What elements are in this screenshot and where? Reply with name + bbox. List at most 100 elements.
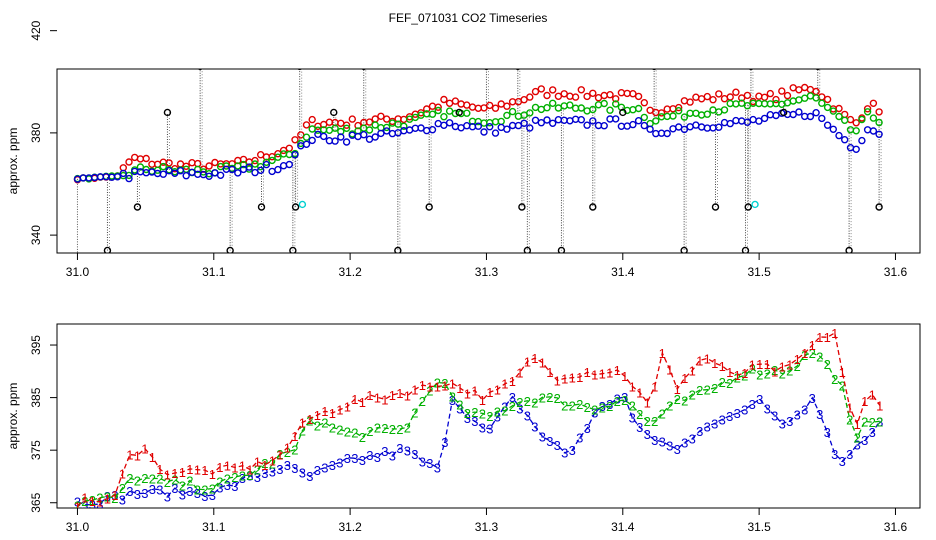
bottom-point-series-3: 3 — [689, 432, 696, 447]
top-point-series-1 — [239, 155, 248, 164]
bottom-point-series-1: 1 — [74, 500, 81, 515]
bottom-point-series-1: 1 — [434, 379, 441, 394]
top-point-series-2 — [680, 113, 689, 121]
bottom-point-series-3: 3 — [186, 484, 193, 499]
top-point-series-3 — [491, 129, 500, 137]
bottom-point-series-1: 1 — [89, 494, 96, 509]
bottom-point-series-3: 3 — [374, 450, 381, 465]
bottom-y-tick-label: 395 — [29, 335, 43, 355]
bottom-point-series-2: 2 — [749, 361, 756, 376]
bottom-point-series-1: 1 — [674, 382, 681, 397]
bottom-point-series-3: 3 — [449, 393, 456, 408]
top-point-series-2 — [251, 160, 259, 168]
bottom-point-series-2: 2 — [696, 383, 703, 398]
top-point-series-1 — [440, 95, 448, 104]
bottom-point-series-1: 1 — [479, 393, 486, 408]
top-point-series-1 — [709, 95, 717, 104]
bottom-point-series-1: 1 — [246, 462, 253, 477]
bottom-point-series-3: 3 — [494, 410, 501, 425]
bottom-point-series-1: 1 — [134, 448, 141, 463]
bottom-point-series-3: 3 — [201, 489, 208, 504]
bottom-point-series-1: 1 — [644, 395, 651, 410]
bottom-point-series-2: 2 — [141, 471, 148, 486]
bottom-point-series-3: 3 — [539, 429, 546, 444]
bottom-x-tick-label: 31.4 — [611, 520, 635, 534]
bottom-point-series-1: 1 — [149, 450, 156, 465]
bottom-point-series-1: 1 — [554, 373, 561, 388]
top-point-series-3 — [342, 138, 351, 146]
bottom-point-series-2: 2 — [351, 425, 358, 440]
bottom-point-series-1: 1 — [681, 371, 688, 386]
top-point-series-3 — [537, 118, 545, 127]
top-y-axis-label: approx. ppm — [6, 128, 20, 195]
bottom-point-series-2: 2 — [194, 482, 201, 497]
bottom-panel-co2-lines: 31.0 31.1 31.2 31.3 31.4 31.5 31.6 365 375 385 395… — [6, 323, 921, 534]
bottom-data-layer: 3 3 3 33 3 33 3 3 3 3 33 3 3 3 3 3 3 3 33 3 3 3 3 3 3 3 3 3 3 3 3 3 3 3 3 3… — [74, 326, 884, 515]
top-point-spike — [297, 69, 303, 71]
bottom-point-series-3: 3 — [561, 446, 568, 461]
top-data-layer — [73, 69, 883, 253]
bottom-point-series-1: 1 — [599, 367, 606, 382]
bottom-point-series-1: 1 — [764, 357, 771, 372]
top-point-series-1 — [451, 97, 460, 105]
bottom-point-series-2: 2 — [134, 474, 141, 489]
bottom-point-series-1: 1 — [659, 346, 666, 361]
top-point-series-3 — [818, 114, 826, 123]
top-point-spike — [515, 69, 521, 71]
top-point-series-2 — [812, 94, 820, 102]
bottom-point-series-1: 1 — [276, 448, 283, 463]
top-x-tick-label: 31.4 — [611, 265, 635, 279]
top-point-series-2 — [875, 118, 883, 127]
bottom-point-series-3: 3 — [426, 456, 433, 471]
bottom-point-series-1: 1 — [359, 395, 366, 410]
bottom-point-series-1: 1 — [809, 338, 816, 353]
top-point-series-2 — [549, 99, 557, 108]
top-point-series-3 — [159, 170, 168, 178]
top-point-spike — [455, 108, 463, 117]
bottom-point-series-2: 2 — [246, 468, 253, 483]
bottom-point-series-2: 2 — [494, 404, 501, 419]
bottom-point-series-3: 3 — [246, 469, 253, 484]
top-point-series-2 — [589, 105, 597, 114]
top-point-series-2 — [463, 109, 471, 117]
top-point-series-3 — [216, 171, 225, 180]
top-point-series-1 — [738, 94, 746, 102]
top-point-series-2 — [823, 103, 832, 112]
bottom-point-series-2: 2 — [846, 412, 853, 427]
top-point-series-2 — [863, 108, 872, 116]
top-point-series-2 — [371, 121, 379, 129]
top-point-series-2 — [612, 100, 620, 108]
bottom-point-series-2: 2 — [156, 472, 163, 487]
top-point-series-3 — [755, 117, 763, 125]
bottom-point-series-2: 2 — [224, 471, 231, 486]
bottom-point-series-3: 3 — [726, 409, 733, 424]
bottom-point-series-1: 1 — [704, 351, 711, 366]
bottom-point-series-3: 3 — [224, 478, 231, 493]
bottom-point-series-3: 3 — [584, 421, 591, 436]
top-point-series-3 — [612, 115, 620, 123]
bottom-point-series-3: 3 — [89, 498, 96, 513]
bottom-line-series-2 — [77, 352, 880, 506]
bottom-point-series-3: 3 — [231, 479, 238, 494]
top-point-series-3 — [480, 128, 488, 136]
bottom-point-series-3: 3 — [216, 481, 223, 496]
top-point-series-3 — [869, 127, 878, 135]
bottom-point-series-1: 1 — [239, 459, 246, 474]
bottom-point-series-2: 2 — [336, 423, 343, 438]
bottom-point-series-3: 3 — [636, 420, 643, 435]
top-y-tick-label: 340 — [29, 225, 43, 245]
bottom-point-series-3: 3 — [749, 397, 756, 412]
top-point-series-2 — [818, 99, 826, 107]
top-point-series-2 — [577, 104, 585, 112]
top-point-series-1 — [308, 115, 316, 124]
bottom-point-series-3: 3 — [306, 469, 313, 484]
bottom-point-series-1: 1 — [456, 381, 463, 396]
bottom-y-tick-label: 385 — [29, 387, 43, 407]
bottom-y-tick-label: 365 — [29, 492, 43, 512]
bottom-x-tick-label: 31.6 — [884, 520, 908, 534]
bottom-point-series-2: 2 — [359, 430, 366, 445]
bottom-point-series-3: 3 — [336, 455, 343, 470]
top-point-series-3 — [589, 117, 597, 125]
bottom-point-series-2: 2 — [411, 405, 418, 420]
top-point-series-3 — [337, 133, 345, 141]
